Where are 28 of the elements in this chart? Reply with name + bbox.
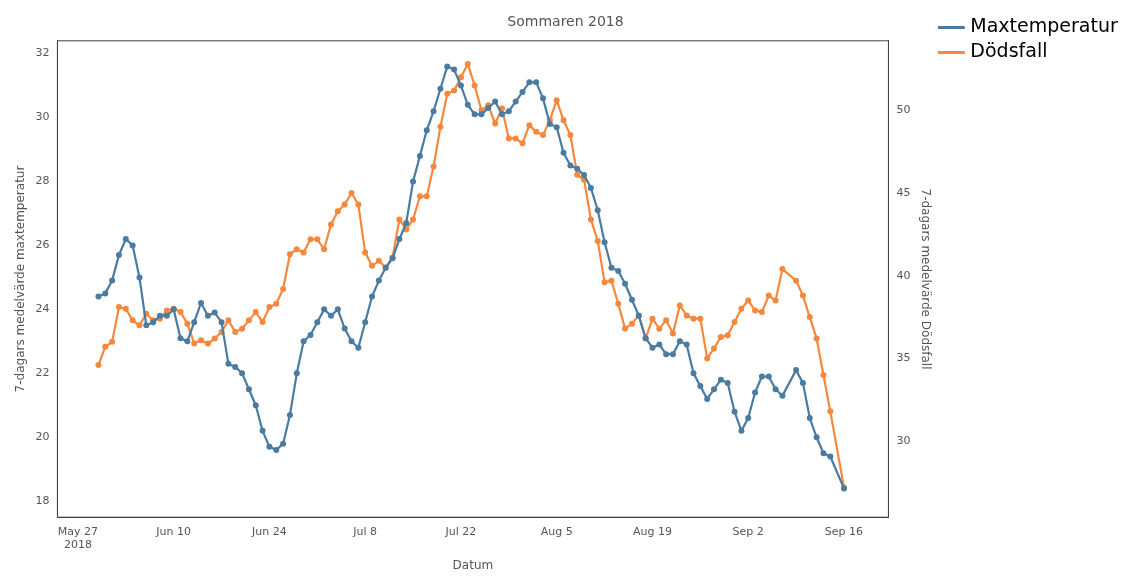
legend-label: Dödsfall <box>970 39 1048 62</box>
x-tick-label: May 27 2018 <box>57 524 99 551</box>
y-tick-label: 18 <box>35 494 50 508</box>
y2-tick-label: 45 <box>896 185 911 199</box>
x-tick-label: Sep 2 <box>732 524 764 538</box>
chart-title: Sommaren 2018 <box>507 13 624 30</box>
y2-tick-label: 30 <box>896 433 911 447</box>
y2-axis-title: 7-dagars medelvärde Dödsfall <box>918 188 933 370</box>
x-tick-label: Aug 5 <box>540 524 573 538</box>
y-tick-label: 24 <box>35 302 50 316</box>
y-tick-label: 22 <box>35 366 50 380</box>
x-tick-label: Aug 19 <box>632 524 672 538</box>
y2-tick-label: 35 <box>896 351 911 365</box>
x-axis-title: Datum <box>452 557 494 572</box>
y-tick-label: 26 <box>35 238 50 252</box>
x-tick-label: Jul 8 <box>352 524 378 538</box>
y2-tick-label: 50 <box>896 103 911 117</box>
y-tick-label: 30 <box>35 110 50 124</box>
x-tick-label: Sep 16 <box>824 524 864 538</box>
x-tick-label: Jul 22 <box>444 524 477 538</box>
y-tick-label: 20 <box>35 430 50 444</box>
y-tick-label: 28 <box>35 174 50 188</box>
x-tick-label: Jun 10 <box>155 524 192 538</box>
y2-tick-label: 40 <box>896 268 911 282</box>
y-axis-title: 7-dagars medelvärde maxtemperatur <box>13 165 28 393</box>
y-tick-label: 32 <box>35 46 50 60</box>
x-tick-label: Jun 24 <box>251 524 287 538</box>
legend-label: Maxtemperatur <box>970 14 1118 37</box>
